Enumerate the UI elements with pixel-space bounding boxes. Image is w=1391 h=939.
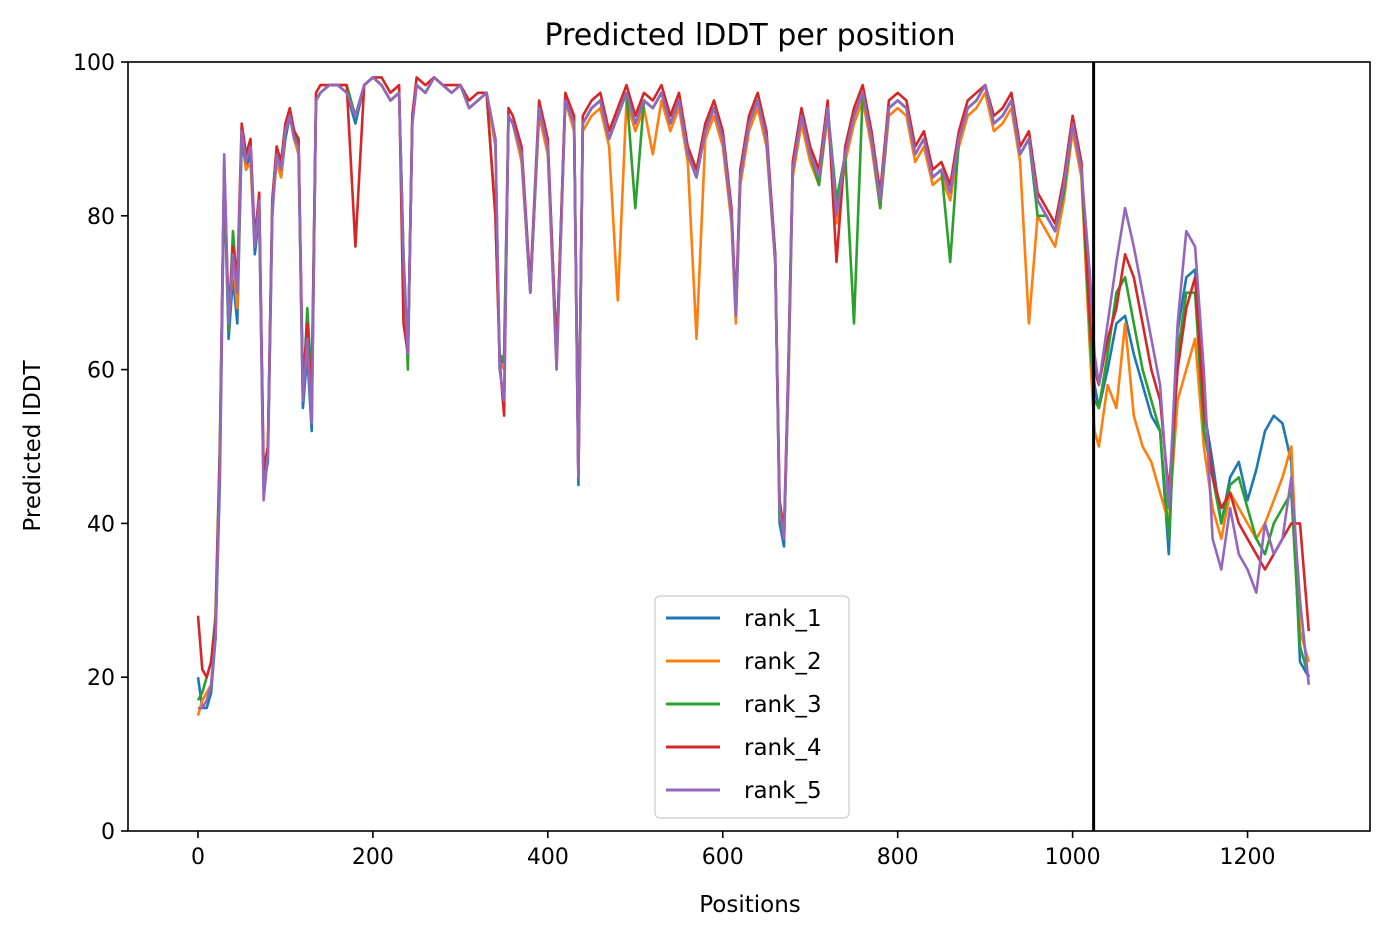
legend-label-rank_2: rank_2 bbox=[744, 649, 822, 675]
x-axis: 0 200 400 600 800 1000 1200 bbox=[191, 831, 1276, 870]
x-axis-label: Positions bbox=[699, 892, 801, 918]
y-tick-label: 60 bbox=[87, 359, 115, 384]
legend-box bbox=[654, 595, 850, 819]
x-tick-label: 1000 bbox=[1045, 845, 1101, 870]
y-tick-label: 40 bbox=[87, 512, 115, 537]
y-tick-label: 0 bbox=[101, 820, 115, 845]
x-tick-label: 1200 bbox=[1220, 845, 1276, 870]
legend-label-rank_3: rank_3 bbox=[744, 692, 822, 718]
legend-label-rank_4: rank_4 bbox=[744, 735, 822, 761]
x-tick-label: 800 bbox=[877, 845, 919, 870]
x-tick-label: 200 bbox=[352, 845, 394, 870]
series-line-rank_4 bbox=[196, 76, 1311, 679]
plot-frame bbox=[127, 61, 1371, 832]
y-tick-label: 80 bbox=[87, 205, 115, 230]
legend-label-rank_1: rank_1 bbox=[744, 606, 822, 632]
legend: rank_1 rank_2 rank_3 rank_4 rank_5 bbox=[654, 595, 850, 819]
x-tick-label: 600 bbox=[702, 845, 744, 870]
legend-label-rank_5: rank_5 bbox=[744, 778, 822, 804]
y-axis-label: Predicted lDDT bbox=[20, 359, 46, 531]
y-tick-label: 100 bbox=[73, 51, 115, 76]
x-tick-label: 400 bbox=[527, 845, 569, 870]
x-tick-label: 0 bbox=[191, 845, 205, 870]
chart-title: Predicted lDDT per position bbox=[545, 18, 956, 53]
y-tick-label: 20 bbox=[87, 666, 115, 691]
y-axis: 0 20 40 60 80 100 bbox=[73, 51, 128, 845]
